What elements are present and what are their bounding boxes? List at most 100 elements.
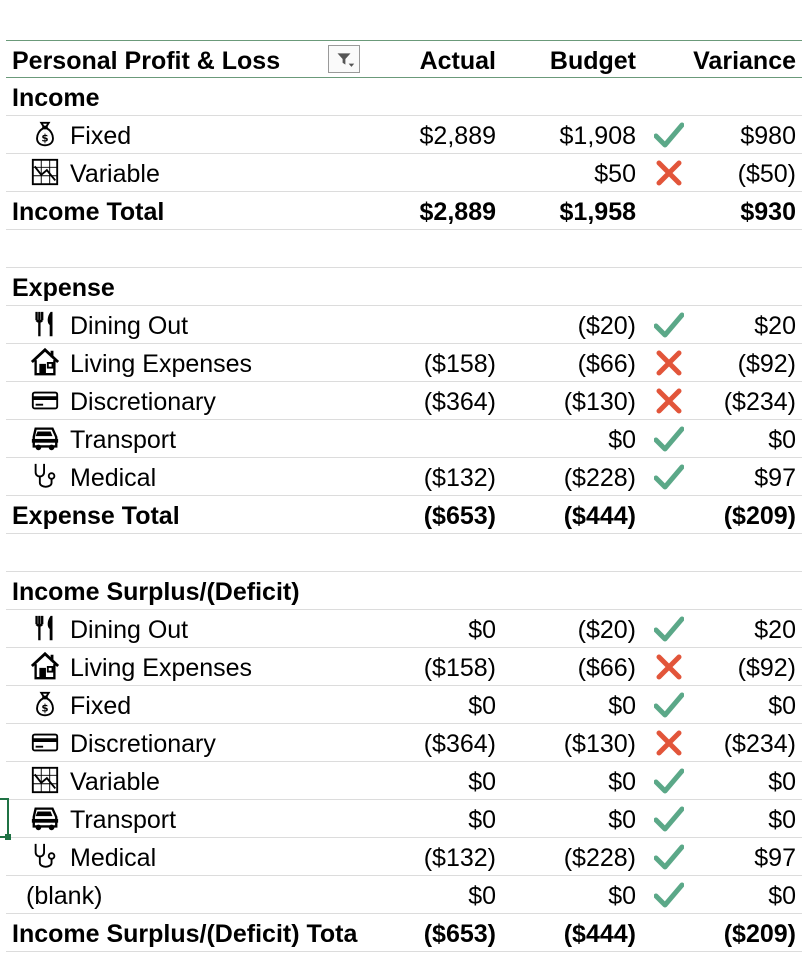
budget-value[interactable]: $50 — [594, 160, 636, 188]
row-label-text: Transport — [70, 806, 177, 834]
budget-value[interactable]: $0 — [608, 426, 636, 454]
cross-icon — [654, 388, 684, 414]
pivot-title[interactable]: Personal Profit & Loss — [12, 47, 281, 75]
variance-value[interactable]: $97 — [754, 464, 796, 492]
variance-column-header[interactable]: Variance — [693, 47, 796, 75]
total-variance[interactable]: $930 — [740, 198, 796, 226]
budget-value[interactable]: ($66) — [577, 350, 636, 378]
variance-value[interactable]: ($234) — [723, 730, 796, 758]
budget-value[interactable]: ($20) — [577, 312, 636, 340]
budget-value[interactable]: ($130) — [563, 730, 636, 758]
budget-value[interactable]: $0 — [608, 806, 636, 834]
row-label[interactable]: Living Expenses — [28, 648, 252, 685]
budget-value[interactable]: $0 — [608, 692, 636, 720]
total-label[interactable]: Income Surplus/(Deficit) Tota — [12, 920, 358, 948]
row-label[interactable]: Variable — [28, 154, 160, 191]
row-label[interactable]: Transport — [28, 800, 176, 837]
utensils-icon — [28, 613, 62, 643]
total-actual[interactable]: ($653) — [423, 920, 496, 948]
vehicle-icon — [28, 803, 62, 833]
actual-value[interactable]: $0 — [468, 806, 496, 834]
svg-text:$: $ — [41, 133, 48, 145]
budget-value[interactable]: ($130) — [563, 388, 636, 416]
variance-value[interactable]: $0 — [768, 882, 796, 910]
budget-value[interactable]: $0 — [608, 768, 636, 796]
variance-value[interactable]: $97 — [754, 844, 796, 872]
total-variance[interactable]: ($209) — [723, 920, 796, 948]
budget-value[interactable]: ($228) — [563, 464, 636, 492]
variance-value[interactable]: $0 — [768, 768, 796, 796]
budget-value[interactable]: $0 — [608, 882, 636, 910]
row-label-text: Transport — [70, 426, 177, 454]
row-label-text: Living Expenses — [70, 654, 253, 682]
surplus-section-title[interactable]: Income Surplus/(Deficit) — [12, 578, 300, 606]
money-bag-icon: $ — [28, 689, 62, 719]
income-total-row: Income Total $2,889 $1,958 $930 — [6, 192, 802, 230]
budget-value[interactable]: ($228) — [563, 844, 636, 872]
actual-value[interactable] — [346, 154, 496, 191]
total-budget[interactable]: ($444) — [563, 920, 636, 948]
row-label[interactable]: (blank) — [26, 876, 102, 913]
total-budget[interactable]: ($444) — [563, 502, 636, 530]
checkmark-icon — [653, 844, 685, 870]
row-label[interactable]: $ Fixed — [28, 686, 131, 723]
variance-value[interactable]: ($92) — [737, 654, 796, 682]
actual-value[interactable]: ($132) — [423, 464, 496, 492]
actual-value[interactable] — [346, 420, 496, 457]
row-label[interactable]: Discretionary — [28, 724, 216, 761]
budget-value[interactable]: ($20) — [577, 616, 636, 644]
cross-icon — [654, 160, 684, 186]
checkmark-icon — [653, 312, 685, 338]
actual-value[interactable] — [346, 306, 496, 343]
variance-value[interactable]: $20 — [754, 312, 796, 340]
actual-value[interactable]: $0 — [468, 768, 496, 796]
checkmark-icon — [653, 768, 685, 794]
row-label[interactable]: Discretionary — [28, 382, 216, 419]
row-label[interactable]: Variable — [28, 762, 160, 799]
stethoscope-icon — [28, 461, 62, 491]
total-actual[interactable]: $2,889 — [419, 198, 496, 226]
house-icon — [28, 347, 62, 377]
chart-icon — [28, 157, 62, 187]
actual-value[interactable]: ($364) — [423, 388, 496, 416]
total-variance[interactable]: ($209) — [723, 502, 796, 530]
row-label[interactable]: Dining Out — [28, 610, 188, 647]
row-label[interactable]: Medical — [28, 458, 156, 495]
actual-column-header[interactable]: Actual — [419, 47, 496, 75]
variance-value[interactable]: ($234) — [723, 388, 796, 416]
actual-value[interactable]: ($158) — [423, 350, 496, 378]
actual-value[interactable]: ($364) — [423, 730, 496, 758]
total-label[interactable]: Expense Total — [12, 502, 180, 530]
variance-value[interactable]: ($92) — [737, 350, 796, 378]
budget-column-header[interactable]: Budget — [549, 47, 636, 75]
row-label-text: Discretionary — [70, 388, 216, 416]
total-budget[interactable]: $1,958 — [559, 198, 636, 226]
filter-dropdown-button[interactable] — [328, 45, 360, 73]
total-actual[interactable]: ($653) — [423, 502, 496, 530]
row-label[interactable]: Transport — [28, 420, 176, 457]
actual-value[interactable]: $0 — [468, 882, 496, 910]
variance-value[interactable]: $0 — [768, 692, 796, 720]
variance-value[interactable]: $0 — [768, 426, 796, 454]
expense-section-title[interactable]: Expense — [12, 274, 115, 302]
credit-card-icon — [28, 727, 62, 757]
actual-value[interactable]: $0 — [468, 692, 496, 720]
chart-icon — [28, 765, 62, 795]
actual-value[interactable]: ($158) — [423, 654, 496, 682]
actual-value[interactable]: $0 — [468, 616, 496, 644]
budget-value[interactable]: ($66) — [577, 654, 636, 682]
row-label[interactable]: Medical — [28, 838, 156, 875]
actual-value[interactable]: ($132) — [423, 844, 496, 872]
variance-value[interactable]: $20 — [754, 616, 796, 644]
row-label[interactable]: $ Fixed — [28, 116, 131, 153]
filter-icon — [337, 53, 355, 67]
row-label[interactable]: Dining Out — [28, 306, 188, 343]
variance-value[interactable]: $980 — [740, 122, 796, 150]
budget-value[interactable]: $1,908 — [559, 122, 636, 150]
variance-value[interactable]: ($50) — [737, 160, 796, 188]
variance-value[interactable]: $0 — [768, 806, 796, 834]
income-section-title[interactable]: Income — [12, 84, 100, 112]
row-label[interactable]: Living Expenses — [28, 344, 252, 381]
actual-value[interactable]: $2,889 — [419, 122, 496, 150]
total-label[interactable]: Income Total — [12, 198, 165, 226]
